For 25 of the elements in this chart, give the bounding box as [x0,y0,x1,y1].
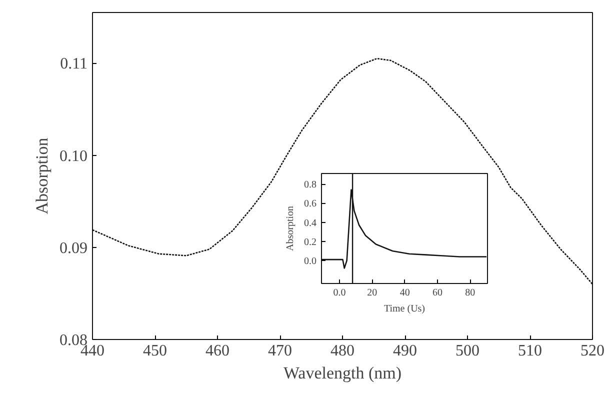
x-axis-title: Time (Us) [384,304,426,314]
x-tick-label: 20 [367,288,378,298]
x-tick-label: 520 [580,342,604,360]
y-tick-label: 0.4 [304,218,316,229]
x-tick-label: 500 [456,342,480,360]
x-tick-label: 460 [206,342,230,360]
x-tick-label: 0.0 [333,288,346,298]
x-tick-label: 80 [465,288,476,298]
x-tick-label: 510 [518,342,542,360]
y-axis-title: Absorption [285,206,296,251]
x-tick-label: 60 [432,288,443,298]
x-tick-label: 450 [143,342,167,360]
y-tick-label: 0.10 [60,148,88,165]
y-tick-label: 0.09 [60,240,88,257]
x-axis-title: Wavelength (nm) [283,364,402,382]
y-tick-label: 0.2 [304,236,316,248]
x-tick-label: 490 [393,342,417,360]
y-tick-label: 0.0 [304,256,316,268]
y-tick-label: 0.8 [304,180,316,191]
y-axis-title: Absorption [32,137,52,214]
x-tick-label: 480 [330,342,354,360]
y-tick-label: 0.11 [60,56,88,73]
y-tick-label: 0.6 [304,198,316,210]
x-tick-label: 470 [268,342,292,360]
x-tick-label: 40 [400,288,410,298]
